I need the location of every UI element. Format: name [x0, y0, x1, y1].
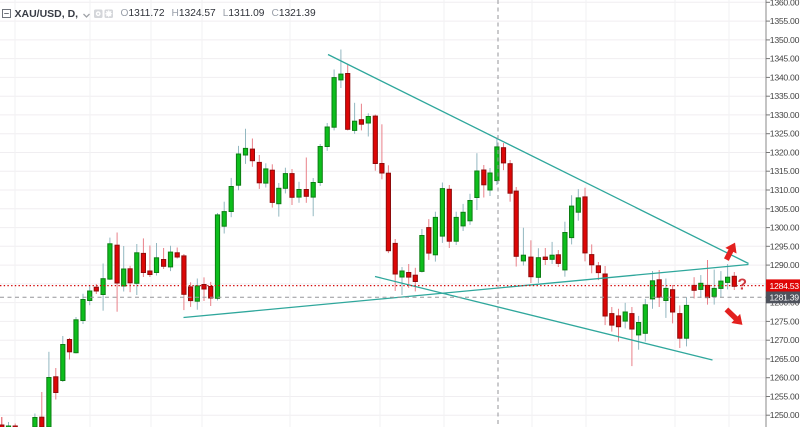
svg-text:1284.53: 1284.53 — [770, 281, 800, 291]
svg-text:1300.00: 1300.00 — [770, 223, 800, 233]
svg-text:1355.00: 1355.00 — [770, 16, 800, 26]
svg-text:1345.00: 1345.00 — [770, 54, 800, 64]
svg-text:1340.00: 1340.00 — [770, 72, 800, 82]
svg-text:1281.39: 1281.39 — [770, 293, 800, 303]
svg-text:1255.00: 1255.00 — [770, 392, 800, 402]
svg-text:1310.00: 1310.00 — [770, 185, 800, 195]
svg-text:1315.00: 1315.00 — [770, 166, 800, 176]
svg-text:1260.00: 1260.00 — [770, 373, 800, 383]
svg-text:1330.00: 1330.00 — [770, 110, 800, 120]
svg-text:1295.00: 1295.00 — [770, 241, 800, 251]
svg-text:1350.00: 1350.00 — [770, 35, 800, 45]
svg-text:1250.00: 1250.00 — [770, 410, 800, 420]
svg-text:1360.00: 1360.00 — [770, 0, 800, 7]
svg-text:1265.00: 1265.00 — [770, 354, 800, 364]
svg-text:1335.00: 1335.00 — [770, 91, 800, 101]
svg-text:1270.00: 1270.00 — [770, 335, 800, 345]
svg-text:1290.00: 1290.00 — [770, 260, 800, 270]
svg-text:1305.00: 1305.00 — [770, 204, 800, 214]
svg-text:1320.00: 1320.00 — [770, 148, 800, 158]
svg-text:?: ? — [738, 277, 747, 294]
svg-text:1275.00: 1275.00 — [770, 316, 800, 326]
svg-text:1325.00: 1325.00 — [770, 129, 800, 139]
